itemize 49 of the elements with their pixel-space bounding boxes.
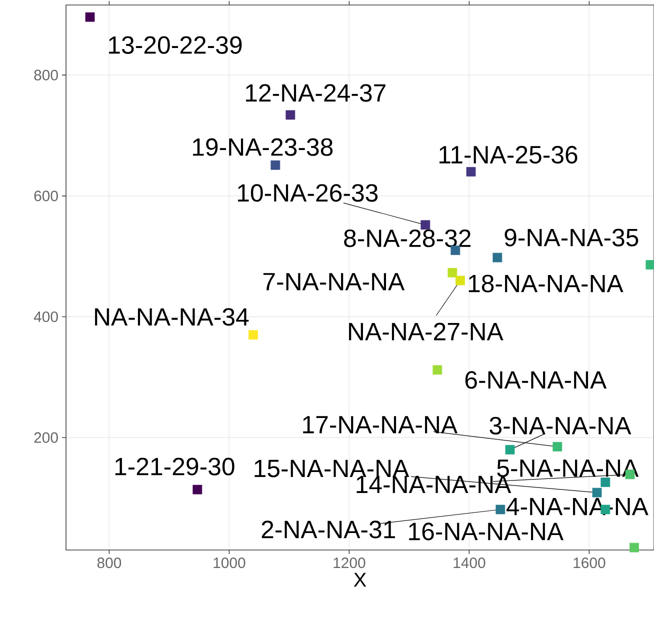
point — [85, 12, 95, 22]
point — [492, 252, 502, 262]
y-tick-label: 400 — [34, 311, 58, 322]
annotation: 9-NA-NA-35 — [504, 228, 638, 246]
annotation: 17-NA-NA-NA — [303, 416, 458, 434]
point — [630, 542, 639, 552]
point — [646, 260, 654, 270]
point — [552, 442, 562, 452]
annotation: 18-NA-NA-NA — [468, 274, 624, 292]
annotation: 4-NA-NA-NA — [506, 498, 648, 516]
annotation: 8-NA-28-32 — [344, 229, 470, 248]
point — [192, 484, 202, 494]
x-tick-label: 1400 — [454, 558, 486, 568]
annotation: 16-NA-NA-NA — [409, 522, 564, 540]
annotation: 11-NA-25-36 — [440, 146, 578, 164]
point — [270, 160, 280, 170]
annotation: 12-NA-24-37 — [246, 84, 386, 102]
point — [456, 276, 465, 286]
point — [600, 478, 610, 488]
annotation: 3-NA-NA-NA — [490, 416, 632, 435]
annotation: 19-NA-23-38 — [193, 138, 333, 156]
point — [432, 365, 442, 375]
x-axis-title: X — [354, 572, 366, 587]
annotation: 6-NA-NA-NA — [465, 371, 607, 389]
x-tick-label: 1000 — [214, 558, 246, 568]
annotation: 1-21-29-30 — [115, 458, 234, 476]
annotation: 5-NA-NA-NA — [497, 460, 639, 478]
annotation: 14-NA-NA-NA — [356, 476, 512, 494]
y-tick-label: 800 — [34, 70, 58, 80]
point — [496, 504, 506, 514]
annotation: 7-NA-NA-NA — [263, 273, 405, 290]
annotation: NA-NA-NA-34 — [95, 308, 249, 326]
point — [286, 110, 296, 120]
x-tick-label: 1200 — [334, 558, 366, 568]
annotation: 13-20-22-39 — [109, 36, 242, 54]
annotation: 10-NA-26-33 — [238, 184, 378, 202]
point — [592, 488, 602, 498]
y-tick-label: 200 — [34, 432, 58, 443]
point — [248, 330, 258, 340]
point — [448, 268, 458, 278]
annotation: NA-NA-27-NA — [349, 322, 504, 340]
annotation: 2-NA-NA-31 — [262, 520, 395, 538]
x-tick-label: 800 — [97, 558, 122, 568]
point — [420, 220, 430, 230]
annotation: 15-NA-NA-NA — [254, 460, 410, 478]
y-tick-label: 600 — [34, 190, 58, 202]
point — [466, 167, 476, 176]
x-tick-label: 1600 — [574, 558, 606, 568]
point — [505, 444, 515, 454]
